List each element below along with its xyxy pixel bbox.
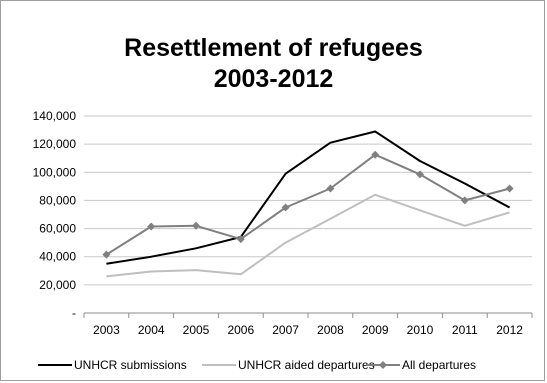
legend-label: UNHCR submissions xyxy=(74,358,187,372)
y-tick-label: - xyxy=(72,306,76,320)
chart-title-line-2: 2003-2012 xyxy=(213,65,334,93)
x-tick-label: 2009 xyxy=(362,323,389,337)
y-tick-label: 140,000 xyxy=(33,109,77,123)
x-tick-label: 2010 xyxy=(407,323,434,337)
series-line-2 xyxy=(105,153,510,256)
x-tick-label: 2006 xyxy=(227,323,254,337)
y-tick-label: 120,000 xyxy=(33,137,77,151)
y-tick-label: 100,000 xyxy=(33,165,77,179)
series-line-1 xyxy=(106,193,510,278)
y-tick-label: 60,000 xyxy=(39,222,76,236)
y-tick-label: 80,000 xyxy=(39,193,76,207)
y-tick-label: 20,000 xyxy=(39,278,76,292)
x-tick-label: 2012 xyxy=(496,323,523,337)
x-tick-label: 2008 xyxy=(317,323,344,337)
chart-title-line-1: Resettlement of refugees xyxy=(124,34,423,62)
data-point-marker xyxy=(416,170,424,179)
series-line-0 xyxy=(106,130,511,265)
data-point-marker xyxy=(281,203,290,212)
y-tick-label: 40,000 xyxy=(39,250,76,264)
data-point-marker xyxy=(102,250,111,259)
data-point-marker xyxy=(326,184,335,193)
data-point-marker xyxy=(236,235,245,244)
legend-label: All departures xyxy=(402,358,476,372)
x-tick-label: 2005 xyxy=(183,323,210,337)
data-point-marker xyxy=(192,221,200,230)
x-tick-label: 2003 xyxy=(93,323,120,337)
x-tick-label: 2007 xyxy=(272,323,299,337)
legend-marker xyxy=(379,361,387,369)
x-tick-label: 2011 xyxy=(452,323,478,337)
data-point-marker xyxy=(505,184,514,193)
data-point-marker xyxy=(371,150,380,159)
legend-label: UNHCR aided departures xyxy=(238,358,375,372)
data-point-marker xyxy=(460,196,469,205)
x-tick-label: 2004 xyxy=(138,323,165,337)
data-point-marker xyxy=(147,222,156,231)
